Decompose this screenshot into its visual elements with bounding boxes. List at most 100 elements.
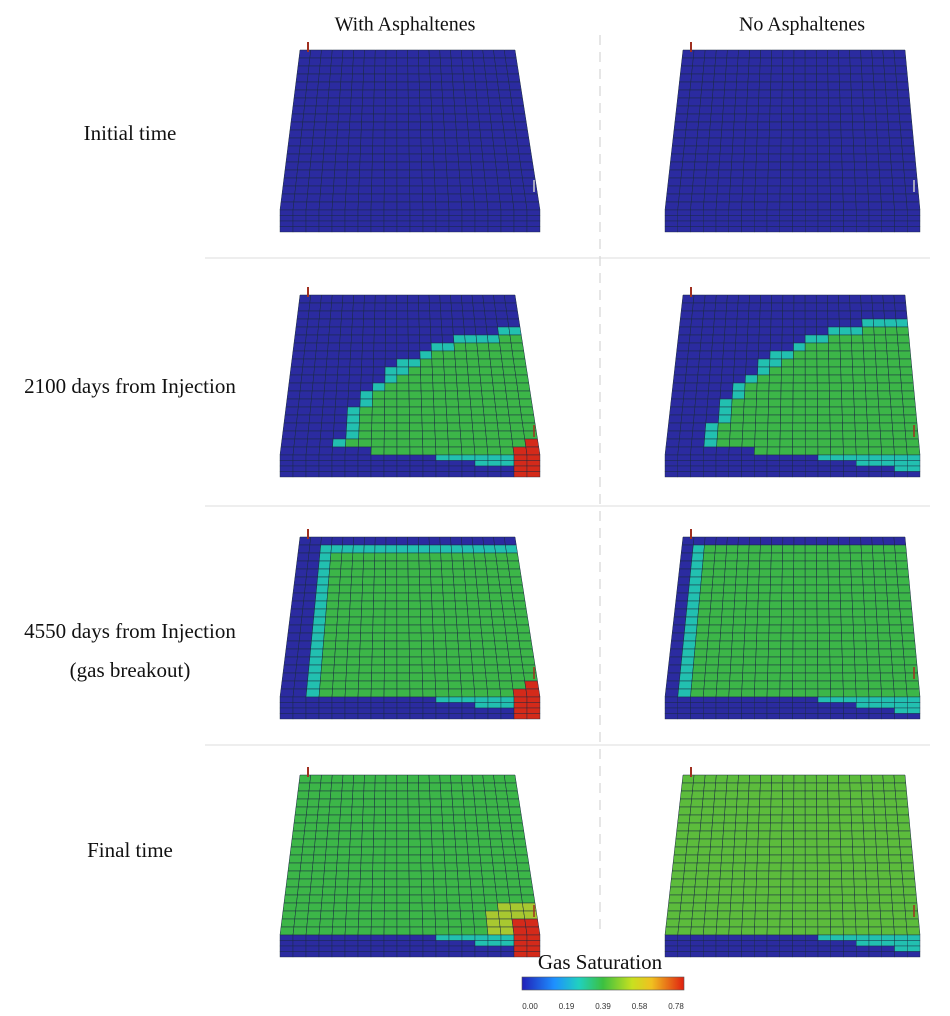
grid-cell — [684, 382, 698, 392]
grid-cell — [849, 774, 862, 784]
grid-cell — [371, 169, 385, 179]
grid-cell — [446, 902, 461, 912]
grid-cell — [664, 688, 679, 698]
grid-cell — [729, 910, 743, 920]
front-cell — [396, 226, 411, 233]
grid-cell — [849, 544, 862, 554]
grid-cell — [282, 664, 297, 674]
grid-cell — [816, 73, 829, 83]
grid-cell — [665, 680, 680, 690]
grid-cell — [829, 648, 843, 658]
grid-cell — [374, 790, 387, 800]
grid-cell — [900, 616, 914, 626]
grid-cell — [474, 560, 487, 570]
front-cell — [830, 934, 844, 941]
front-cell — [856, 945, 870, 952]
grid-cell — [300, 616, 315, 626]
front-cell — [409, 940, 424, 947]
grid-cell — [701, 560, 715, 570]
grid-cell — [507, 161, 522, 171]
grid-cell — [680, 310, 693, 320]
grid-cell — [463, 806, 477, 816]
grid-cell — [396, 584, 409, 594]
grid-cell — [894, 544, 907, 554]
grid-cell — [303, 105, 317, 115]
grid-cell — [371, 161, 385, 171]
grid-cell — [701, 81, 714, 91]
grid-cell — [339, 814, 352, 824]
grid-cell — [335, 145, 349, 155]
grid-cell — [768, 390, 782, 400]
front-cell — [513, 707, 528, 714]
front-cell — [500, 702, 515, 709]
grid-cell — [419, 584, 432, 594]
grid-cell — [408, 398, 422, 408]
grid-cell — [341, 552, 354, 562]
grid-cell — [506, 552, 520, 562]
grid-cell — [409, 446, 424, 456]
grid-cell — [757, 608, 770, 618]
grid-cell — [281, 672, 296, 682]
grid-cell — [865, 390, 879, 400]
front-cell — [318, 707, 333, 714]
grid-cell — [804, 334, 817, 344]
grid-cell — [755, 169, 769, 179]
grid-cell — [871, 774, 884, 784]
front-cell — [703, 707, 717, 714]
grid-cell — [769, 105, 783, 115]
grid-cell — [696, 129, 711, 139]
grid-cell — [349, 358, 363, 368]
grid-cell — [471, 536, 484, 546]
grid-cell — [485, 318, 498, 328]
front-cell — [894, 209, 908, 216]
grid-cell — [434, 910, 449, 920]
grid-cell — [693, 49, 706, 59]
grid-cell — [680, 169, 695, 179]
grid-cell — [396, 342, 409, 352]
grid-cell — [792, 672, 806, 682]
front-cell — [881, 215, 895, 222]
grid-cell — [516, 624, 531, 634]
front-cell — [396, 934, 411, 941]
grid-cell — [691, 310, 705, 320]
grid-cell — [458, 894, 473, 904]
grid-cell — [735, 81, 749, 91]
grid-cell — [827, 568, 840, 578]
grid-cell — [804, 382, 818, 392]
grid-cell — [336, 624, 350, 634]
grid-cell — [407, 342, 421, 352]
grid-cell — [874, 584, 888, 594]
grid-cell — [852, 366, 866, 376]
grid-cell — [432, 145, 447, 155]
grid-cell — [297, 302, 311, 312]
grid-cell — [817, 632, 830, 642]
grid-cell — [688, 334, 702, 344]
grid-cell — [736, 310, 750, 320]
grid-cell — [718, 648, 732, 658]
grid-cell — [758, 89, 771, 99]
grid-cell — [742, 672, 756, 682]
grid-cell — [759, 782, 772, 792]
grid-cell — [779, 926, 793, 936]
grid-cell — [779, 177, 794, 187]
colorbar-tick-label: 0.19 — [559, 1002, 575, 1011]
grid-cell — [497, 422, 512, 432]
grid-cell — [460, 185, 474, 195]
grid-cell — [851, 97, 864, 107]
grid-cell — [793, 57, 806, 67]
grid-cell — [495, 406, 510, 416]
colorbar-tick-label: 0.78 — [668, 1002, 684, 1011]
grid-cell — [295, 318, 309, 328]
grid-cell — [879, 664, 894, 674]
grid-cell — [396, 145, 410, 155]
front-cell — [370, 951, 385, 958]
grid-cell — [769, 97, 783, 107]
grid-cell — [690, 201, 705, 211]
grid-cell — [302, 838, 316, 848]
grid-cell — [336, 129, 350, 139]
grid-cell — [517, 145, 532, 155]
grid-cell — [782, 536, 795, 546]
grid-cell — [450, 782, 463, 792]
grid-cell — [874, 822, 888, 832]
grid-cell — [883, 310, 897, 320]
